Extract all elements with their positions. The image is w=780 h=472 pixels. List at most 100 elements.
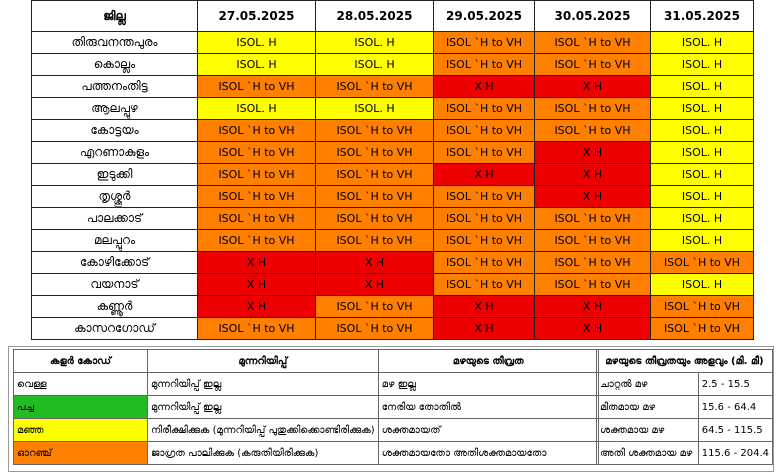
alert-cell: ISOL `H to VH [650, 251, 754, 274]
alert-cell: ISOL `H to VH [433, 31, 535, 54]
table-header-row: ജില്ല 27.05.2025 28.05.2025 29.05.2025 3… [31, 0, 754, 32]
alert-cell: ISOL `H to VH [315, 317, 434, 340]
scale-range: 2.5 - 15.5 [697, 372, 774, 396]
alert-cell: ISOL. H [650, 141, 754, 164]
table-row: കൊല്ലം ISOL. H ISOL. H ISOL `H to VH ISOL `H… [31, 53, 754, 76]
rain-scale-table: മഴയുടെ തീവ്രതയും അളവും (മി. മീ) ചാറ്റൽ മ… [596, 349, 774, 465]
alert-cell: ISOL `H to VH [315, 119, 434, 142]
alert-cell: ISOL. H [650, 97, 754, 120]
alert-cell: ISOL `H to VH [534, 97, 651, 120]
district-name: പാലക്കാട് [31, 207, 198, 230]
legend-warning: മുന്നറിയിപ്പ് ഇല്ല [147, 395, 379, 419]
alert-cell: ISOL `H to VH [433, 273, 535, 296]
district-name: എറണാകുളം [31, 141, 198, 164]
alert-cell: ISOL `H to VH [534, 207, 651, 230]
alert-cell: ISOL `H to VH [534, 229, 651, 252]
legend-body: വെള്ള മുന്നറിയിപ്പ് ഇല്ല മഴ ഇല്ല പച്ച മുന്നറ… [13, 372, 599, 465]
alert-cell: X H [534, 295, 651, 318]
alert-cell: ISOL `H to VH [433, 97, 535, 120]
legend-color-swatch: പച്ച [13, 395, 148, 419]
legend-warning: ജാഗ്രത പാലിക്കുക (കരുതിയിരിക്കുക) [147, 441, 379, 465]
legend-panel: കളർ കോഡ് മുന്നറിയിപ്പ് മഴയുടെ തീവ്രത വെള… [8, 346, 774, 472]
header-date: 28.05.2025 [315, 0, 434, 32]
header-date: 27.05.2025 [197, 0, 316, 32]
legend-header-intensity: മഴയുടെ തീവ്രത [377, 349, 599, 373]
alert-cell: ISOL `H to VH [315, 295, 434, 318]
alert-cell: ISOL `H to VH [197, 119, 316, 142]
alert-cell: ISOL. H [315, 31, 434, 54]
alert-cell: X H [433, 317, 535, 340]
alert-cell: ISOL `H to VH [433, 251, 535, 274]
alert-cell: X H [534, 163, 651, 186]
district-name: മലപ്പുറം [31, 229, 198, 252]
alert-cell: ISOL `H to VH [197, 75, 316, 98]
alert-cell: X H [534, 185, 651, 208]
table-body: തിരുവനന്തപുരം ISOL. H ISOL. H ISOL `H to VH… [31, 31, 754, 340]
district-name: കാസറഗോഡ് [31, 317, 198, 340]
legend-row: ഓറഞ്ച് ജാഗ്രത പാലിക്കുക (കരുതിയിരിക്കുക) ശ… [13, 441, 599, 465]
table-row: കോട്ടയം ISOL `H to VH ISOL `H to VH ISOL `H… [31, 119, 754, 142]
alert-cell: ISOL `H to VH [534, 273, 651, 296]
alert-cell: ISOL. H [650, 119, 754, 142]
alert-cell: ISOL. H [315, 53, 434, 76]
alert-cell: ISOL `H to VH [197, 163, 316, 186]
header-date: 31.05.2025 [650, 0, 754, 32]
district-name: തൃശ്ശൂർ [31, 185, 198, 208]
alert-cell: X H [534, 141, 651, 164]
alert-cell: ISOL `H to VH [315, 163, 434, 186]
header-date: 29.05.2025 [433, 0, 535, 32]
alert-cell: ISOL. H [650, 273, 754, 296]
alert-cell: ISOL `H to VH [315, 207, 434, 230]
legend-header-row: കളർ കോഡ് മുന്നറിയിപ്പ് മഴയുടെ തീവ്രത [13, 349, 599, 373]
scale-header: മഴയുടെ തീവ്രതയും അളവും (മി. മീ) [596, 349, 773, 373]
alert-cell: ISOL `H to VH [650, 317, 754, 340]
alert-cell: ISOL `H to VH [197, 229, 316, 252]
table-row: എറണാകുളം ISOL `H to VH ISOL `H to VH ISOL `… [31, 141, 754, 164]
legend-intensity: ശക്തമായത് [377, 418, 599, 442]
alert-cell: ISOL `H to VH [315, 229, 434, 252]
scale-row: ചാറ്റൽ മഴ 2.5 - 15.5 [596, 372, 774, 396]
district-name: ആലപ്പുഴ [31, 97, 198, 120]
alert-cell: ISOL `H to VH [197, 317, 316, 340]
alert-cell: ISOL. H [650, 75, 754, 98]
legend-intensity: നേരിയ തോതിൽ [377, 395, 599, 419]
table-row: ആലപ്പുഴ ISOL. H ISOL. H ISOL `H to VH ISOL `… [31, 97, 754, 120]
alert-cell: ISOL `H to VH [315, 185, 434, 208]
district-name: വയനാട് [31, 273, 198, 296]
legend-row: പച്ച മുന്നറിയിപ്പ് ഇല്ല നേരിയ തോതിൽ [13, 395, 599, 419]
scale-row: ശക്തമായ മഴ 64.5 - 115.5 [596, 418, 774, 442]
scale-range: 15.6 - 64.4 [697, 395, 774, 419]
alert-cell: ISOL `H to VH [315, 75, 434, 98]
legend-header-warning: മുന്നറിയിപ്പ് [147, 349, 379, 373]
alert-cell: ISOL. H [650, 229, 754, 252]
alert-cell: X H [197, 295, 316, 318]
alert-cell: ISOL `H to VH [433, 119, 535, 142]
legend-warning: നിരീക്ഷിക്കുക (മുന്നറിയിപ്പ് പുതുക്കിക്ക… [147, 418, 379, 442]
alert-cell: X H [433, 295, 535, 318]
legend-intensity: മഴ ഇല്ല [377, 372, 599, 396]
table-row: പത്തനംതിട്ട ISOL `H to VH ISOL `H to VH X H… [31, 75, 754, 98]
alert-cell: ISOL `H to VH [433, 53, 535, 76]
district-name: കോട്ടയം [31, 119, 198, 142]
alert-cell: ISOL `H to VH [433, 185, 535, 208]
district-name: കൊല്ലം [31, 53, 198, 76]
scale-row: മിതമായ മഴ 15.6 - 64.4 [596, 395, 774, 419]
legend-table: കളർ കോഡ് മുന്നറിയിപ്പ് മഴയുടെ തീവ്രത വെള… [13, 349, 599, 465]
header-date: 30.05.2025 [534, 0, 651, 32]
alert-cell: ISOL. H [650, 53, 754, 76]
scale-header-row: മഴയുടെ തീവ്രതയും അളവും (മി. മീ) [596, 349, 773, 373]
alert-cell: X H [433, 75, 535, 98]
scale-name: മിതമായ മഴ [596, 395, 699, 419]
alert-cell: ISOL. H [315, 97, 434, 120]
alert-cell: ISOL `H to VH [534, 119, 651, 142]
legend-row: മഞ്ഞ നിരീക്ഷിക്കുക (മുന്നറിയിപ്പ് പുതുക്ക… [13, 418, 599, 442]
alert-cell: ISOL `H to VH [197, 185, 316, 208]
alert-cell: X H [197, 251, 316, 274]
scale-name: ശക്തമായ മഴ [596, 418, 699, 442]
alert-cell: ISOL `H to VH [534, 251, 651, 274]
table-row: മലപ്പുറം ISOL `H to VH ISOL `H to VH ISOL `… [31, 229, 754, 252]
